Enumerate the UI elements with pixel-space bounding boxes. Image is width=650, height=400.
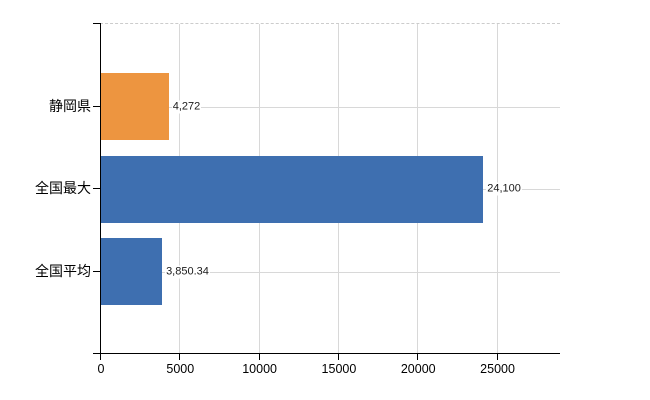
grid-line-horizontal	[100, 106, 560, 108]
category-label: 全国最大	[35, 180, 91, 196]
x-axis-tick-label: 0	[97, 362, 105, 376]
x-axis-tick	[100, 353, 101, 360]
y-axis-tick	[93, 105, 100, 107]
y-axis-line	[100, 23, 101, 354]
y-axis-tick	[93, 188, 100, 189]
x-axis-tick	[417, 353, 419, 360]
x-axis-tick	[496, 353, 498, 360]
category-label: 静岡県	[49, 97, 91, 114]
x-axis-tick	[337, 353, 339, 360]
category-label: 全国平均	[35, 262, 91, 279]
bar-value-label: 24,100	[486, 182, 522, 196]
x-axis-line	[100, 353, 560, 354]
x-axis-tick-label: 15000	[321, 362, 357, 376]
y-axis-tick	[93, 353, 100, 354]
bar	[101, 73, 169, 140]
bar	[101, 238, 163, 305]
y-axis-tick	[93, 23, 100, 24]
x-axis-tick-label: 20000	[400, 362, 436, 376]
x-axis-tick	[179, 353, 181, 360]
y-axis-tick	[93, 270, 100, 272]
bar-value-label: 3,850.34	[165, 265, 210, 278]
x-axis-tick-label: 25000	[480, 362, 515, 376]
bar-value-label: 4,272	[171, 100, 202, 113]
x-axis-tick-label: 10000	[242, 362, 277, 376]
plot-area: 4,272 24,100 3,850.34	[100, 23, 560, 354]
grid-line-horizontal	[100, 271, 560, 273]
x-axis-tick-label: 5000	[166, 362, 195, 376]
bar	[101, 155, 484, 223]
x-axis-tick	[258, 353, 260, 360]
